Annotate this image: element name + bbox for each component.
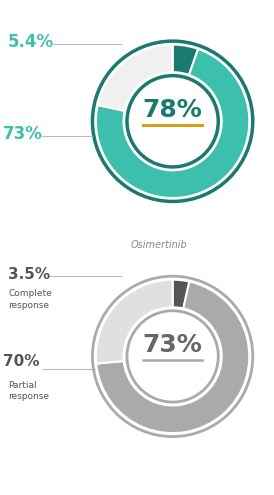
Text: Complete
response: Complete response: [8, 289, 52, 310]
Text: 5.4%: 5.4%: [8, 33, 54, 51]
Wedge shape: [96, 280, 173, 364]
Text: 73%: 73%: [143, 333, 202, 357]
Wedge shape: [96, 49, 249, 198]
Wedge shape: [173, 280, 189, 308]
Circle shape: [127, 310, 219, 402]
Text: 73%: 73%: [3, 125, 43, 143]
Wedge shape: [173, 45, 198, 75]
Text: 70%: 70%: [3, 354, 39, 369]
Circle shape: [127, 75, 219, 167]
Text: 3.5%: 3.5%: [8, 267, 50, 282]
Text: 78%: 78%: [143, 98, 202, 122]
Wedge shape: [98, 45, 173, 111]
Wedge shape: [96, 282, 249, 433]
Text: Osimertinib: Osimertinib: [130, 240, 187, 250]
Text: Partial
response: Partial response: [8, 381, 49, 401]
